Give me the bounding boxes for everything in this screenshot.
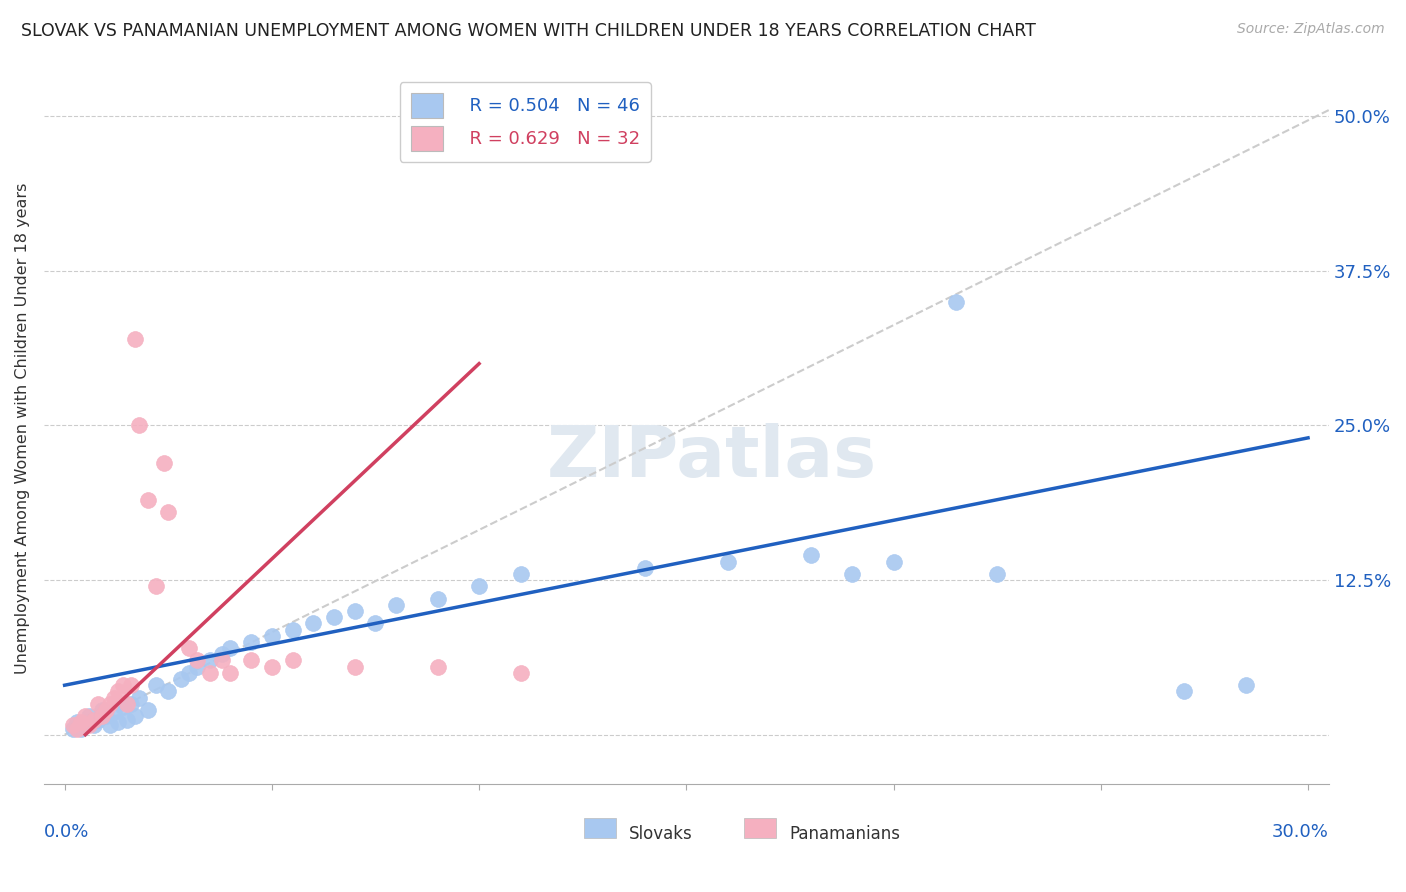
Text: Slovaks: Slovaks	[628, 825, 692, 843]
Point	[343, 659, 366, 673]
Point	[323, 610, 346, 624]
Legend:   R = 0.504   N = 46,   R = 0.629   N = 32: R = 0.504 N = 46, R = 0.629 N = 32	[399, 82, 651, 162]
Point	[66, 715, 89, 730]
Point	[107, 684, 129, 698]
Point	[634, 560, 657, 574]
Point	[124, 332, 146, 346]
Point	[145, 678, 167, 692]
Point	[509, 566, 531, 581]
Point	[717, 555, 740, 569]
Point	[75, 709, 97, 723]
Point	[83, 718, 105, 732]
Point	[186, 659, 208, 673]
Point	[240, 635, 263, 649]
Point	[145, 579, 167, 593]
Text: 30.0%: 30.0%	[1272, 823, 1329, 841]
Point	[945, 294, 967, 309]
Point	[62, 722, 84, 736]
Point	[260, 659, 283, 673]
Point	[177, 665, 200, 680]
Point	[186, 653, 208, 667]
Point	[509, 665, 531, 680]
Point	[115, 697, 138, 711]
Point	[107, 715, 129, 730]
Point	[90, 703, 112, 717]
Point	[426, 591, 449, 606]
Point	[83, 713, 105, 727]
Point	[115, 713, 138, 727]
Point	[468, 579, 491, 593]
Point	[198, 665, 221, 680]
Point	[157, 684, 180, 698]
Point	[128, 690, 150, 705]
Point	[79, 709, 101, 723]
Text: Panamanians: Panamanians	[789, 825, 900, 843]
Point	[883, 555, 905, 569]
Point	[841, 566, 863, 581]
Point	[136, 703, 159, 717]
Point	[800, 549, 823, 563]
Point	[98, 718, 121, 732]
Text: 0.0%: 0.0%	[44, 823, 89, 841]
Point	[87, 697, 110, 711]
Point	[302, 616, 325, 631]
Point	[94, 709, 117, 723]
Point	[90, 709, 112, 723]
Point	[157, 505, 180, 519]
Point	[153, 456, 176, 470]
Point	[94, 703, 117, 717]
Point	[426, 659, 449, 673]
Point	[198, 653, 221, 667]
Point	[124, 709, 146, 723]
Point	[87, 713, 110, 727]
Point	[1173, 684, 1195, 698]
Text: SLOVAK VS PANAMANIAN UNEMPLOYMENT AMONG WOMEN WITH CHILDREN UNDER 18 YEARS CORRE: SLOVAK VS PANAMANIAN UNEMPLOYMENT AMONG …	[21, 22, 1036, 40]
FancyBboxPatch shape	[744, 818, 776, 838]
Point	[219, 641, 242, 656]
Point	[111, 678, 134, 692]
Point	[79, 718, 101, 732]
Text: Source: ZipAtlas.com: Source: ZipAtlas.com	[1237, 22, 1385, 37]
Point	[75, 715, 97, 730]
Point	[103, 706, 125, 720]
Point	[177, 641, 200, 656]
Point	[128, 418, 150, 433]
Point	[62, 718, 84, 732]
Point	[343, 604, 366, 618]
Text: ZIPatlas: ZIPatlas	[547, 423, 877, 491]
Y-axis label: Unemployment Among Women with Children Under 18 years: Unemployment Among Women with Children U…	[15, 183, 30, 674]
Point	[260, 629, 283, 643]
Point	[986, 566, 1008, 581]
Point	[385, 598, 408, 612]
Point	[281, 653, 304, 667]
Point	[211, 653, 233, 667]
Point	[111, 700, 134, 714]
Point	[120, 678, 142, 692]
Point	[219, 665, 242, 680]
Point	[211, 648, 233, 662]
Point	[70, 715, 93, 730]
Point	[103, 690, 125, 705]
Point	[98, 697, 121, 711]
Point	[136, 492, 159, 507]
Point	[240, 653, 263, 667]
Point	[70, 722, 93, 736]
Point	[169, 672, 191, 686]
FancyBboxPatch shape	[583, 818, 616, 838]
Point	[1234, 678, 1257, 692]
Point	[66, 722, 89, 736]
Point	[364, 616, 387, 631]
Point	[281, 623, 304, 637]
Point	[120, 697, 142, 711]
